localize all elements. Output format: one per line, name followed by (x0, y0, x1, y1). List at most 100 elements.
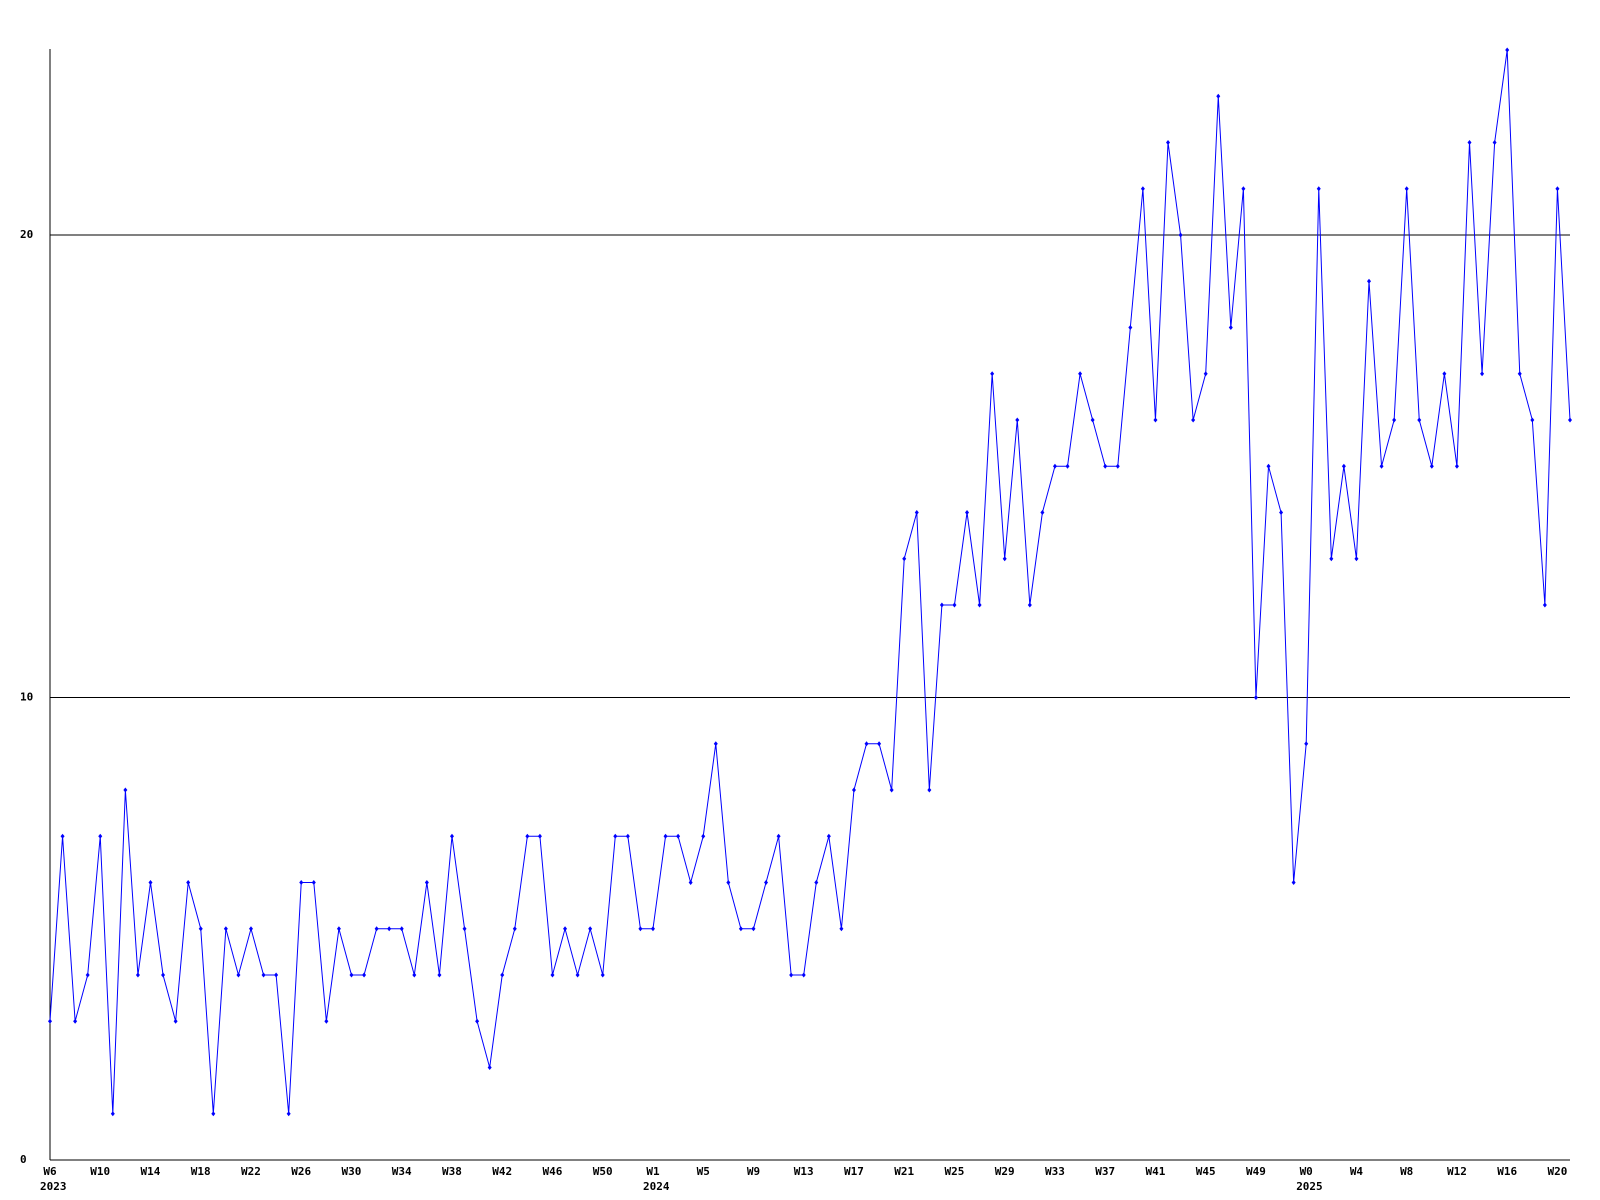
point-marker (1090, 417, 1095, 423)
point-marker (475, 1018, 480, 1024)
point-marker (1002, 556, 1007, 562)
y-tick-label: 0 (20, 1153, 27, 1166)
point-marker (1279, 510, 1284, 515)
point-marker (1354, 556, 1359, 562)
point-marker (676, 833, 681, 839)
point-marker (1128, 325, 1133, 330)
point-marker (1052, 463, 1057, 469)
point-marker (1316, 186, 1321, 192)
point-marker (500, 972, 505, 978)
point-marker (600, 972, 605, 978)
point-marker (412, 972, 417, 978)
point-marker (1040, 510, 1045, 515)
x-tick-label: W29 (995, 1165, 1015, 1178)
point-marker (1404, 186, 1409, 192)
point-marker (1329, 556, 1334, 562)
point-marker (939, 602, 944, 608)
point-marker (1542, 602, 1547, 608)
point-marker (148, 880, 153, 885)
point-marker (449, 833, 454, 839)
point-marker (764, 880, 769, 885)
x-tick-label: W9 (747, 1165, 760, 1178)
point-marker (349, 972, 354, 978)
point-marker (399, 926, 404, 932)
x-tick-label: W41 (1146, 1165, 1166, 1178)
x-tick-label: W18 (191, 1165, 211, 1178)
x-tick-label: W14 (141, 1165, 161, 1178)
point-marker (1191, 417, 1196, 423)
point-marker (387, 926, 392, 932)
point-marker (60, 833, 65, 839)
x-tick-label: W16 (1497, 1165, 1517, 1178)
x-tick-label: W13 (794, 1165, 814, 1178)
point-marker (1266, 463, 1271, 469)
point-marker (864, 741, 869, 747)
point-marker (839, 926, 844, 932)
x-tick-label: W20 (1548, 1165, 1568, 1178)
point-marker (1027, 602, 1032, 608)
point-marker (1140, 186, 1145, 192)
x-tick-label: W1 (646, 1165, 660, 1178)
point-marker (713, 741, 718, 747)
point-marker (336, 926, 341, 932)
x-year-label: 2025 (1296, 1180, 1323, 1193)
point-marker (98, 833, 103, 839)
point-marker (1153, 417, 1158, 423)
point-marker (927, 787, 932, 793)
point-marker (48, 1018, 52, 1024)
point-marker (1291, 880, 1296, 885)
point-marker (1467, 140, 1472, 145)
point-marker (877, 741, 882, 747)
point-marker (990, 371, 995, 377)
point-marker (1392, 417, 1397, 423)
x-tick-label: W25 (945, 1165, 965, 1178)
point-marker (324, 1018, 329, 1024)
point-marker (537, 833, 542, 839)
point-marker (726, 880, 731, 885)
point-marker (914, 510, 919, 515)
point-marker (1304, 741, 1309, 747)
point-marker (801, 972, 806, 978)
point-marker (1253, 695, 1258, 700)
point-marker (952, 602, 957, 608)
point-marker (688, 880, 693, 885)
point-marker (1103, 463, 1108, 469)
point-marker (1442, 371, 1447, 377)
point-marker (1166, 140, 1171, 145)
point-marker (437, 972, 442, 978)
point-marker (73, 1018, 78, 1024)
point-marker (550, 972, 555, 978)
point-marker (588, 926, 593, 932)
x-tick-label: W37 (1095, 1165, 1115, 1178)
point-marker (1115, 463, 1120, 469)
point-marker (826, 833, 831, 839)
x-tick-label: W12 (1447, 1165, 1467, 1178)
point-marker (1517, 371, 1522, 377)
x-tick-label: W17 (844, 1165, 864, 1178)
y-tick-label: 10 (20, 691, 33, 704)
x-tick-label: W46 (543, 1165, 563, 1178)
point-marker (1178, 232, 1183, 238)
x-tick-label: W0 (1300, 1165, 1313, 1178)
point-marker (1341, 463, 1346, 469)
point-marker (1015, 417, 1020, 423)
point-marker (738, 926, 743, 932)
point-marker (851, 787, 856, 793)
x-tick-label: W10 (90, 1165, 110, 1178)
point-marker (1505, 47, 1510, 53)
x-tick-label: W5 (697, 1165, 710, 1178)
point-marker (814, 880, 819, 885)
point-marker (1216, 93, 1221, 99)
series-line (49, 49, 1571, 1114)
point-marker (85, 972, 90, 978)
point-marker (135, 972, 140, 978)
x-tick-label: W22 (241, 1165, 261, 1178)
x-tick-label: W38 (442, 1165, 462, 1178)
point-marker (625, 833, 630, 839)
point-marker (889, 787, 894, 793)
x-year-label: 2024 (643, 1180, 670, 1193)
point-marker (663, 833, 668, 839)
point-marker (902, 556, 907, 562)
point-marker (638, 926, 643, 932)
